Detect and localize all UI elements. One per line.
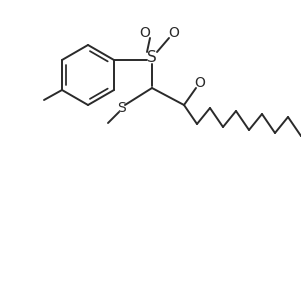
Text: S: S (147, 51, 157, 65)
Text: S: S (118, 101, 126, 115)
Text: O: O (140, 26, 150, 40)
Text: O: O (194, 76, 206, 90)
Text: O: O (169, 26, 179, 40)
